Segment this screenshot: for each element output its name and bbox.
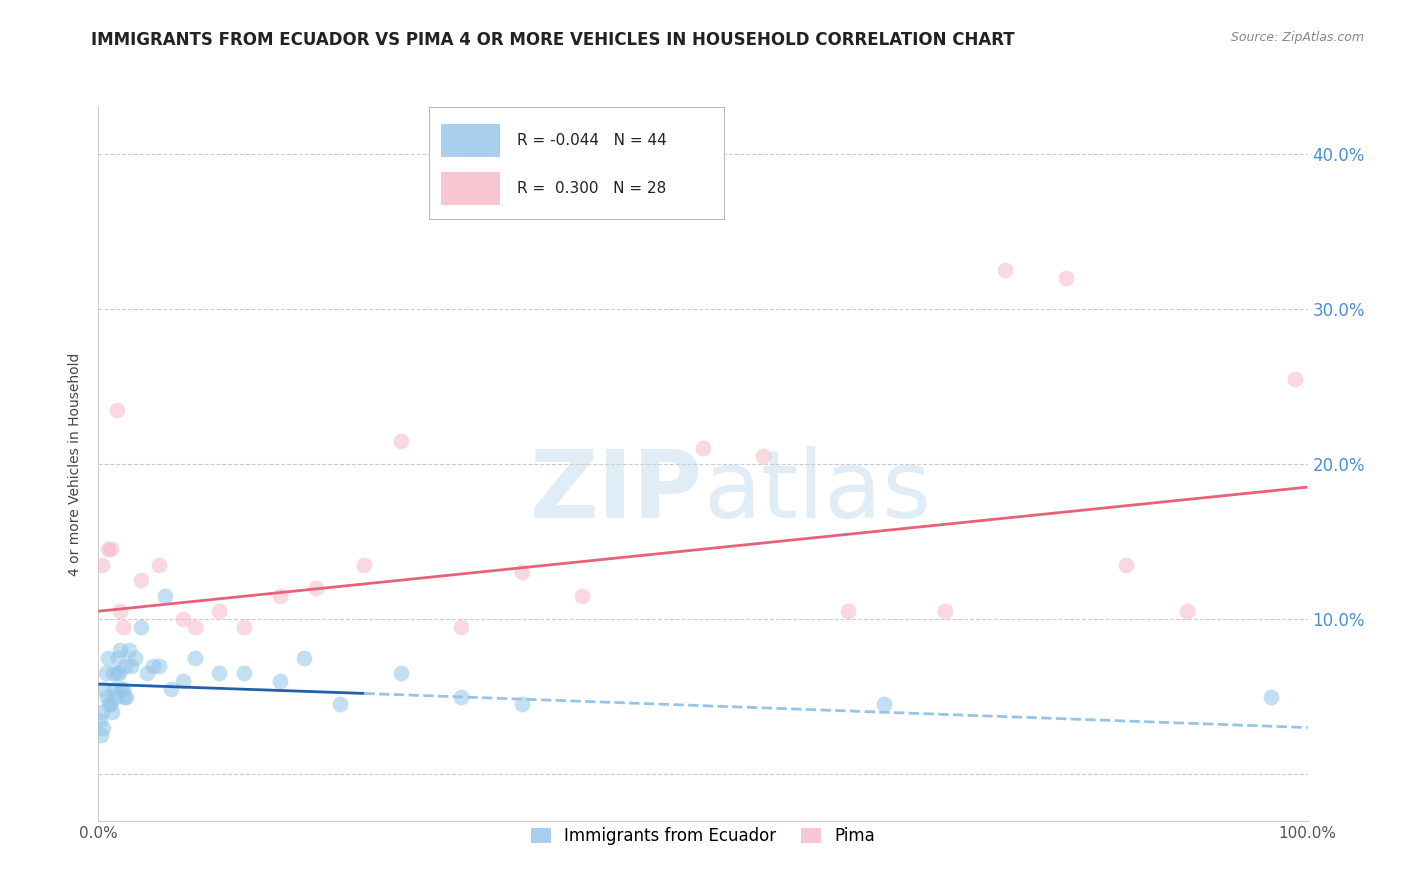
- Point: [184, 650, 207, 665]
- Point: [510, 566, 533, 580]
- Point: [120, 658, 142, 673]
- Point: [329, 698, 352, 712]
- Point: [153, 589, 176, 603]
- Point: [232, 620, 254, 634]
- Point: [1115, 558, 1137, 572]
- Point: [208, 666, 231, 681]
- Point: [160, 681, 183, 696]
- Point: [91, 558, 114, 572]
- Point: [510, 698, 533, 712]
- Text: atlas: atlas: [703, 446, 931, 539]
- Point: [105, 402, 128, 417]
- Point: [142, 658, 165, 673]
- Point: [172, 612, 194, 626]
- Legend: Immigrants from Ecuador, Pima: Immigrants from Ecuador, Pima: [524, 821, 882, 852]
- Point: [994, 263, 1017, 277]
- Point: [450, 620, 472, 634]
- Point: [91, 721, 114, 735]
- Point: [389, 666, 412, 681]
- Y-axis label: 4 or more Vehicles in Household: 4 or more Vehicles in Household: [69, 352, 83, 575]
- Point: [114, 658, 136, 673]
- Point: [108, 643, 131, 657]
- Point: [292, 650, 315, 665]
- Point: [111, 681, 134, 696]
- Point: [112, 690, 135, 704]
- Text: R =  0.300   N = 28: R = 0.300 N = 28: [517, 181, 666, 196]
- Point: [184, 620, 207, 634]
- Point: [232, 666, 254, 681]
- Point: [135, 666, 157, 681]
- Text: Source: ZipAtlas.com: Source: ZipAtlas.com: [1230, 31, 1364, 45]
- Text: IMMIGRANTS FROM ECUADOR VS PIMA 4 OR MORE VEHICLES IN HOUSEHOLD CORRELATION CHAR: IMMIGRANTS FROM ECUADOR VS PIMA 4 OR MOR…: [91, 31, 1015, 49]
- Point: [873, 698, 896, 712]
- Text: R = -0.044   N = 44: R = -0.044 N = 44: [517, 133, 668, 148]
- Point: [104, 690, 127, 704]
- Point: [115, 690, 138, 704]
- Point: [118, 643, 141, 657]
- Point: [1260, 690, 1282, 704]
- Point: [1284, 371, 1306, 385]
- Bar: [440, 124, 499, 157]
- Point: [129, 573, 152, 587]
- Point: [124, 650, 146, 665]
- Point: [91, 705, 114, 719]
- Point: [692, 442, 714, 456]
- Point: [129, 620, 152, 634]
- Point: [100, 698, 122, 712]
- Point: [97, 542, 120, 557]
- Point: [571, 589, 593, 603]
- Point: [103, 681, 125, 696]
- Point: [1054, 270, 1077, 285]
- Point: [450, 690, 472, 704]
- Point: [107, 650, 129, 665]
- Point: [353, 558, 375, 572]
- Point: [108, 666, 131, 681]
- Point: [100, 542, 122, 557]
- Text: ZIP: ZIP: [530, 446, 703, 539]
- Point: [148, 658, 170, 673]
- Point: [89, 713, 111, 727]
- Point: [269, 589, 291, 603]
- Point: [98, 698, 121, 712]
- Point: [105, 666, 128, 681]
- Point: [101, 666, 124, 681]
- Point: [837, 604, 859, 618]
- Point: [934, 604, 956, 618]
- Point: [305, 581, 328, 595]
- Point: [389, 434, 412, 448]
- Point: [148, 558, 170, 572]
- Point: [97, 650, 120, 665]
- Point: [111, 620, 134, 634]
- Point: [94, 666, 117, 681]
- Point: [100, 705, 122, 719]
- Point: [93, 681, 115, 696]
- Bar: [440, 171, 499, 205]
- Point: [108, 604, 131, 618]
- Point: [1175, 604, 1198, 618]
- Point: [269, 673, 291, 688]
- Point: [208, 604, 231, 618]
- Point: [752, 449, 775, 463]
- Point: [110, 681, 132, 696]
- Point: [90, 728, 112, 742]
- Point: [96, 690, 118, 704]
- Point: [172, 673, 194, 688]
